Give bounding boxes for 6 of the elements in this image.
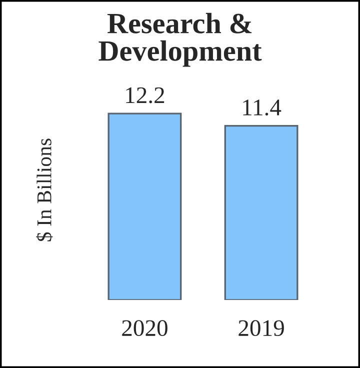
y-axis-title: $ In Billions — [36, 138, 53, 242]
x-tick-label: 2019 — [238, 320, 284, 336]
data-label: 11.4 — [243, 100, 282, 116]
x-tick-label: 2020 — [122, 320, 168, 336]
data-label: 12.2 — [126, 87, 164, 104]
chart-title: Research & Development — [98, 12, 262, 67]
